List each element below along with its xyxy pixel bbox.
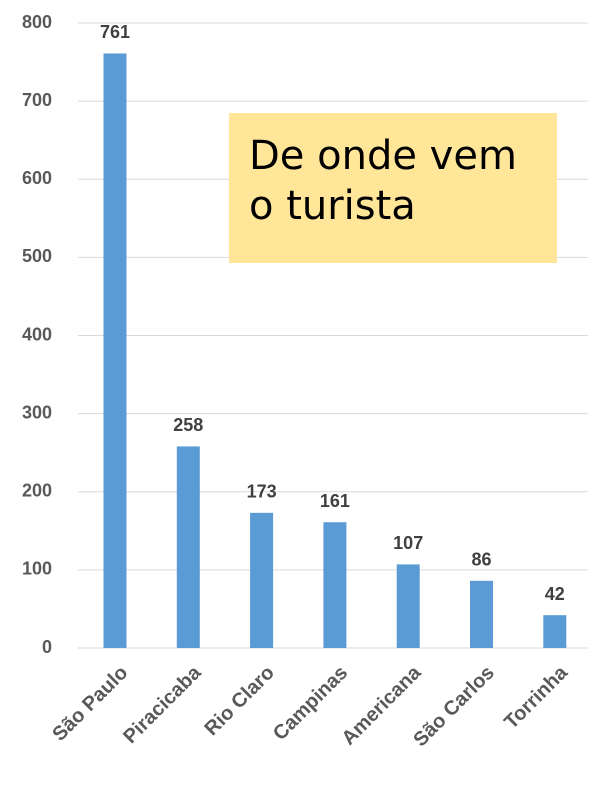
bar (470, 580, 493, 648)
value-label: 173 (247, 482, 277, 502)
y-tick-label: 500 (22, 246, 52, 266)
y-tick-label: 600 (22, 168, 52, 188)
value-label: 258 (173, 415, 203, 435)
chart-title: De onde vem o turista (229, 113, 557, 263)
y-tick-label: 0 (42, 637, 52, 657)
y-tick-label: 300 (22, 402, 52, 422)
bar (323, 522, 347, 648)
y-tick-label: 800 (22, 12, 52, 32)
x-tick-label: Torrinha (500, 661, 572, 733)
bar (543, 615, 567, 648)
value-label: 161 (320, 491, 350, 511)
x-tick-label: Rio Claro (200, 662, 278, 740)
y-tick-label: 700 (22, 90, 52, 110)
bar (176, 446, 200, 648)
value-label: 42 (545, 584, 565, 604)
bar (250, 512, 274, 648)
value-label: 107 (393, 533, 423, 553)
y-tick-label: 400 (22, 324, 52, 344)
bar (396, 564, 420, 648)
y-tick-label: 200 (22, 481, 52, 501)
y-tick-label: 100 (22, 559, 52, 579)
bar (103, 53, 127, 648)
value-label: 86 (471, 550, 491, 570)
x-tick-label: Piracicaba (119, 661, 206, 748)
value-label: 761 (100, 22, 130, 42)
